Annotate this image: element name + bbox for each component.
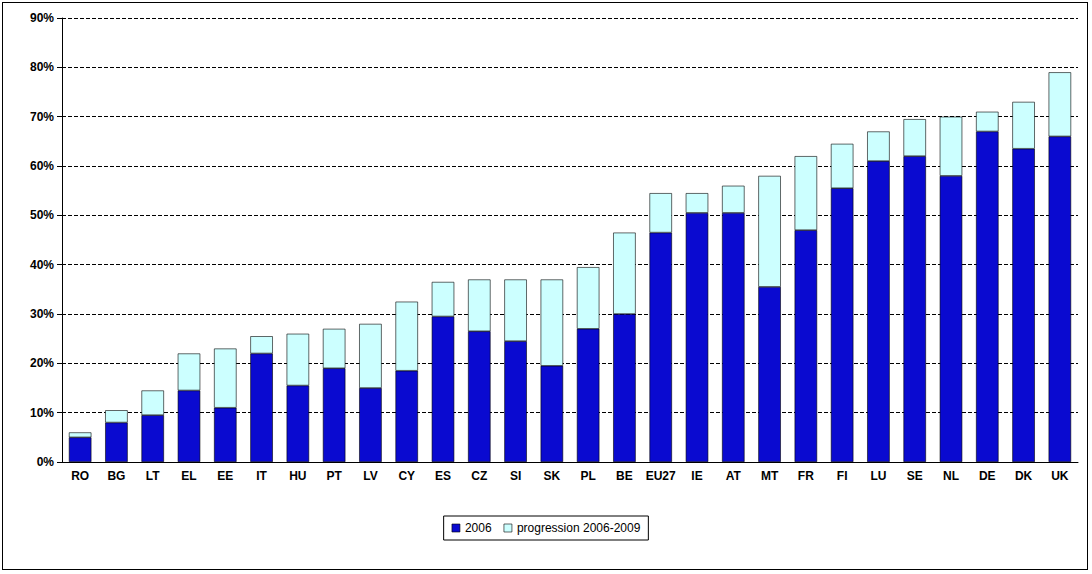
svg-text:AT: AT <box>726 469 742 483</box>
svg-text:60%: 60% <box>30 159 54 173</box>
svg-text:50%: 50% <box>30 208 54 222</box>
svg-text:70%: 70% <box>30 110 54 124</box>
svg-text:LV: LV <box>363 469 377 483</box>
svg-text:EL: EL <box>181 469 196 483</box>
svg-text:0%: 0% <box>37 455 55 469</box>
svg-text:IT: IT <box>256 469 267 483</box>
svg-text:20%: 20% <box>30 356 54 370</box>
svg-text:10%: 10% <box>30 406 54 420</box>
svg-text:IE: IE <box>691 469 702 483</box>
svg-text:FR: FR <box>798 469 814 483</box>
svg-text:BE: BE <box>616 469 633 483</box>
svg-text:DK: DK <box>1015 469 1033 483</box>
svg-text:ES: ES <box>435 469 451 483</box>
svg-text:90%: 90% <box>30 11 54 25</box>
svg-text:BG: BG <box>107 469 125 483</box>
svg-text:80%: 80% <box>30 60 54 74</box>
svg-text:DE: DE <box>979 469 996 483</box>
svg-text:NL: NL <box>943 469 959 483</box>
svg-text:PT: PT <box>326 469 342 483</box>
svg-text:CZ: CZ <box>471 469 487 483</box>
svg-text:PL: PL <box>580 469 595 483</box>
svg-text:FI: FI <box>837 469 848 483</box>
svg-text:SI: SI <box>510 469 521 483</box>
svg-text:UK: UK <box>1051 469 1069 483</box>
svg-text:2006: 2006 <box>465 521 492 535</box>
svg-text:RO: RO <box>71 469 89 483</box>
svg-text:progression 2006-2009: progression 2006-2009 <box>517 521 641 535</box>
svg-text:LT: LT <box>146 469 160 483</box>
svg-text:EU27: EU27 <box>646 469 676 483</box>
svg-text:HU: HU <box>289 469 306 483</box>
svg-text:30%: 30% <box>30 307 54 321</box>
svg-text:SK: SK <box>544 469 561 483</box>
svg-text:40%: 40% <box>30 258 54 272</box>
svg-text:MT: MT <box>761 469 779 483</box>
svg-text:LU: LU <box>870 469 886 483</box>
svg-text:EE: EE <box>217 469 233 483</box>
svg-text:SE: SE <box>907 469 923 483</box>
svg-text:CY: CY <box>398 469 415 483</box>
